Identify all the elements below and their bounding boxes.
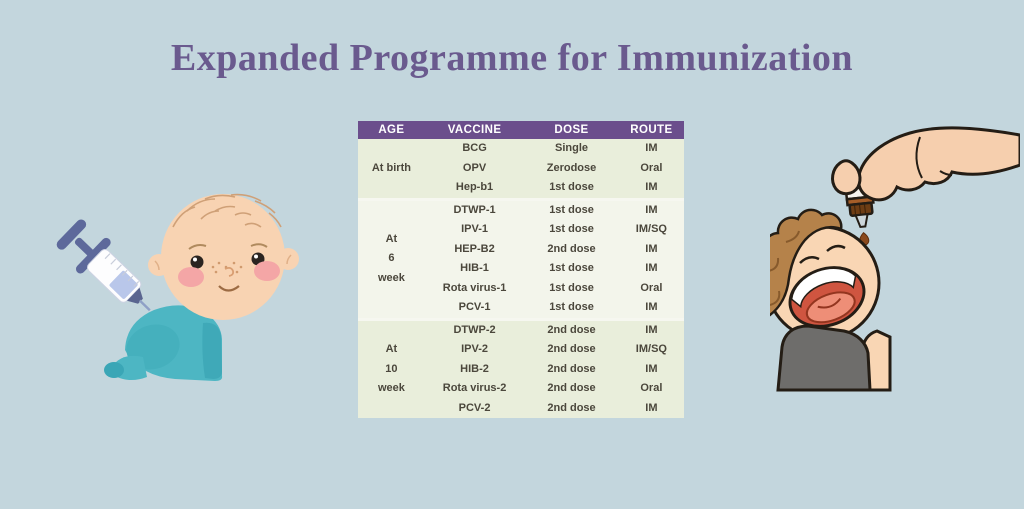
age-cell: At 6 week bbox=[358, 197, 425, 319]
table-row: At 6 week DTWP-1 1st dose IM bbox=[358, 197, 684, 319]
dose-cell: Zerodose bbox=[546, 161, 597, 174]
route-cell: IM bbox=[645, 142, 658, 154]
vaccine-cell: Hep-b1 bbox=[455, 181, 494, 193]
col-header-route: ROUTE bbox=[618, 121, 684, 139]
vaccine-cell: Rota virus-2 bbox=[442, 382, 507, 394]
vaccine-cell: HEP-B2 bbox=[454, 242, 495, 255]
route-cell: IM bbox=[645, 301, 658, 313]
vaccine-cell: PCV-2 bbox=[458, 401, 491, 414]
open-mouth bbox=[788, 266, 866, 328]
vaccine-cell: Rota virus-1 bbox=[442, 281, 507, 294]
col-header-dose: DOSE bbox=[524, 121, 619, 139]
table-header: AGE VACCINE DOSE ROUTE bbox=[358, 121, 684, 139]
baby-face bbox=[178, 243, 280, 292]
dose-cell: 2nd dose bbox=[547, 382, 596, 394]
dose-cell: 1st dose bbox=[549, 181, 594, 193]
route-cell: Oral bbox=[640, 161, 663, 174]
dose-cell: 2nd dose bbox=[547, 401, 596, 414]
vaccine-cell: OPV bbox=[462, 161, 487, 174]
dose-cell: 2nd dose bbox=[547, 242, 596, 255]
route-cell: IM bbox=[645, 401, 658, 414]
dose-cell: 1st dose bbox=[524, 197, 619, 220]
table-row: HEP-B2 2nd dose IM bbox=[358, 240, 684, 260]
hand-icon bbox=[831, 126, 1020, 202]
table-row: HIB-2 2nd dose IM bbox=[358, 360, 684, 380]
child-hair bbox=[770, 208, 843, 317]
closed-eye-left bbox=[799, 255, 820, 264]
route-cell: IM/SQ bbox=[635, 343, 667, 355]
age-group-10-week: At 10 week DTWP-2 2nd dose IM IPV-2 2nd … bbox=[358, 317, 684, 419]
baby-head bbox=[161, 194, 285, 320]
vaccine-cell: BCG bbox=[462, 142, 487, 154]
baby-body bbox=[104, 305, 223, 381]
child bbox=[770, 208, 892, 392]
syringe-icon bbox=[56, 219, 151, 312]
vaccine-cell: HIB-2 bbox=[460, 362, 489, 375]
oral-drops-illustration bbox=[770, 126, 1020, 392]
route-cell: Oral bbox=[640, 382, 663, 394]
dose-cell: 2nd dose bbox=[524, 317, 619, 340]
dose-cell: 1st dose bbox=[549, 223, 594, 235]
page-title: Expanded Programme for Immunization bbox=[170, 37, 854, 79]
vaccine-cell: IPV-2 bbox=[461, 343, 488, 355]
baby-with-syringe-illustration bbox=[56, 193, 299, 381]
route-cell: IM bbox=[645, 181, 658, 193]
table-row: PCV-2 2nd dose IM bbox=[358, 399, 684, 419]
teeth bbox=[790, 267, 857, 309]
dose-cell: 1st dose bbox=[549, 281, 594, 294]
route-cell: IM bbox=[645, 242, 658, 255]
vaccine-cell: DTWP-1 bbox=[424, 197, 525, 220]
table-row: IPV-2 2nd dose IM/SQ bbox=[358, 340, 684, 360]
table-row: Rota virus-2 2nd dose Oral bbox=[358, 379, 684, 399]
age-group-6-week: At 6 week DTWP-1 1st dose IM IPV-1 1st d… bbox=[358, 197, 684, 319]
route-cell: IM/SQ bbox=[635, 223, 667, 235]
table-row: HIB-1 1st dose IM bbox=[358, 259, 684, 279]
dose-cell: Single bbox=[555, 142, 589, 154]
age-group-at-birth: At birth BCG Single IM OPV Zerodose Oral… bbox=[358, 139, 684, 199]
child-shirt bbox=[776, 324, 872, 392]
route-cell: IM bbox=[618, 317, 684, 340]
col-header-age: AGE bbox=[358, 121, 425, 139]
vaccine-cell: DTWP-2 bbox=[424, 317, 525, 340]
route-cell: IM bbox=[618, 197, 684, 220]
dose-cell: 1st dose bbox=[549, 262, 594, 274]
route-cell: Oral bbox=[640, 281, 663, 294]
immunization-table: AGE VACCINE DOSE ROUTE At birth BCG Sing… bbox=[358, 121, 684, 418]
age-cell: At birth bbox=[371, 161, 411, 174]
col-header-vaccine: VACCINE bbox=[424, 121, 525, 139]
route-cell: IM bbox=[645, 262, 658, 274]
table-row: Rota virus-1 1st dose Oral bbox=[358, 279, 684, 299]
table-row: At birth BCG Single IM bbox=[358, 139, 684, 174]
table-row: PCV-1 1st dose IM bbox=[358, 298, 684, 319]
dose-cell: 2nd dose bbox=[547, 362, 596, 375]
table-row: IPV-1 1st dose IM/SQ bbox=[358, 220, 684, 240]
vaccine-cell: PCV-1 bbox=[458, 301, 491, 313]
vaccine-cell: IPV-1 bbox=[461, 223, 488, 235]
table-row: Hep-b1 1st dose IM bbox=[358, 178, 684, 199]
vaccine-cell: HIB-1 bbox=[460, 262, 489, 274]
baby-hair bbox=[172, 193, 282, 228]
table-row: OPV Zerodose Oral bbox=[358, 159, 684, 179]
age-cell: At 10 week bbox=[358, 317, 425, 418]
thumb bbox=[831, 159, 862, 196]
dose-cell: 2nd dose bbox=[547, 343, 596, 355]
dose-cell: 1st dose bbox=[549, 301, 594, 313]
table-row: At 10 week DTWP-2 2nd dose IM bbox=[358, 317, 684, 418]
closed-eye-right bbox=[826, 244, 846, 252]
route-cell: IM bbox=[645, 362, 658, 375]
